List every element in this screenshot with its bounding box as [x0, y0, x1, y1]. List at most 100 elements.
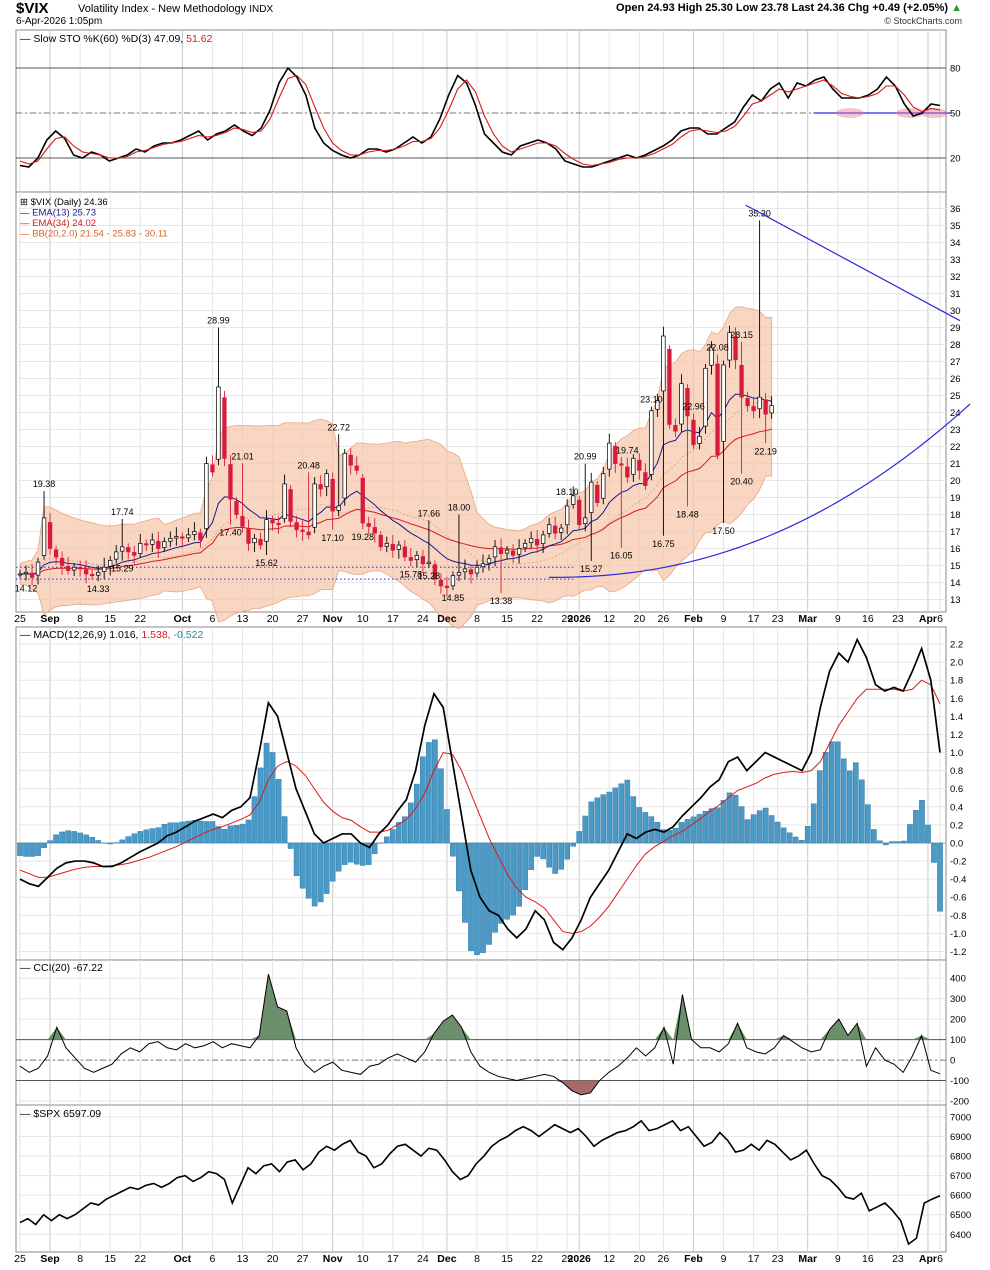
macd-histogram-bar: [780, 827, 787, 844]
macd-histogram-bar: [834, 741, 841, 844]
price-label: 22.08: [706, 343, 729, 353]
macd-signal-line: [19, 679, 941, 934]
macd-histogram-bar: [191, 820, 198, 844]
x-tick-label: 22: [134, 1253, 146, 1265]
candle-body: [601, 473, 606, 499]
quote-date: 6-Apr-2026 1:05pm: [16, 16, 103, 27]
macd-histogram-bar: [690, 816, 697, 844]
x-tick-label: 29: [561, 613, 573, 625]
x-tick-label: 26: [658, 613, 670, 625]
macd-histogram-bar: [919, 799, 925, 844]
candle-body: [420, 556, 426, 565]
candle-body: [625, 466, 630, 478]
candle-body: [565, 505, 570, 526]
candle-body: [444, 585, 450, 588]
candle-body: [77, 567, 83, 570]
y-tick-label: 1.4: [950, 712, 963, 723]
x-tick-label: 9: [721, 1253, 727, 1265]
candle-body: [114, 551, 119, 560]
macd-histogram-bar: [931, 842, 937, 863]
y-tick-label: 0: [950, 1056, 955, 1067]
macd-histogram-bar: [642, 812, 649, 844]
macd-histogram-bar: [588, 801, 595, 844]
macd-histogram-bar: [402, 816, 408, 844]
candle-body: [559, 527, 564, 533]
quote-summary: Open 24.93 High 25.30 Low 23.78 Last 24.…: [616, 2, 962, 14]
x-tick-label: 23: [772, 1253, 784, 1265]
macd-histogram-bar: [564, 842, 570, 860]
candle-body: [577, 499, 582, 526]
candle-body: [763, 399, 768, 415]
price-label: 15.78: [400, 569, 423, 579]
macd-histogram-bar: [426, 742, 432, 844]
macd-histogram-bar: [606, 791, 613, 844]
x-tick-label: Sep: [40, 1253, 59, 1265]
candle-body: [462, 568, 468, 573]
candle-body: [727, 332, 732, 361]
x-tick-label: 24: [417, 613, 429, 625]
macd-histogram-bar: [822, 752, 829, 844]
macd-histogram-bar: [877, 840, 883, 844]
macd-histogram-bar: [167, 822, 174, 844]
price-label: 28.99: [207, 316, 230, 326]
macd-histogram-bar: [65, 830, 71, 844]
macd-histogram-bar: [444, 809, 450, 844]
panel-spx: [15, 1104, 947, 1253]
x-tick-label: 8: [474, 613, 480, 625]
macd-histogram-bar: [23, 842, 29, 857]
x-tick-label: Nov: [323, 1253, 343, 1265]
x-tick-label: Dec: [437, 613, 456, 625]
y-tick-label: 0.0: [950, 838, 963, 849]
macd-histogram-bar: [414, 783, 420, 844]
candle-body: [709, 347, 714, 366]
macd-histogram-bar: [522, 842, 528, 890]
macd-histogram-bar: [371, 842, 378, 855]
macd-histogram-bar: [365, 842, 372, 865]
macd-histogram-bar: [762, 807, 769, 844]
candle-body: [360, 477, 365, 524]
macd-histogram-bar: [853, 762, 859, 844]
y-tick-label: -200: [950, 1097, 969, 1108]
y-tick-label: 32: [950, 272, 961, 283]
candle-body: [583, 517, 588, 525]
candle-body: [378, 534, 383, 548]
x-tick-label: 20: [267, 1253, 279, 1265]
macd-histogram-bar: [47, 840, 53, 844]
y-tick-label: 18: [950, 510, 961, 521]
macd-histogram-bar: [684, 819, 691, 844]
candle-body: [402, 546, 407, 558]
candle-body: [757, 396, 762, 410]
y-tick-label: 25: [950, 391, 961, 402]
macd-histogram-bar: [438, 768, 444, 844]
candle-body: [685, 388, 690, 417]
y-tick-label: 29: [950, 323, 961, 334]
macd-histogram-bar: [570, 842, 577, 847]
candle-body: [534, 538, 540, 546]
candle-body: [41, 517, 47, 556]
y-tick-label: 6900: [950, 1132, 971, 1143]
security-name: Volatility Index - New Methodology INDX: [78, 3, 274, 15]
macd-histogram-bar: [245, 819, 252, 844]
price-label: 23.10: [640, 395, 663, 405]
candle-body: [751, 406, 756, 412]
sto-highlight-ellipse: [835, 108, 864, 118]
candle-body: [252, 537, 257, 543]
y-tick-label: -100: [950, 1076, 969, 1087]
spx-legend: — $SPX 6597.09: [20, 1108, 101, 1120]
candle-body: [192, 531, 197, 535]
macd-histogram-bar: [925, 824, 931, 844]
price-label: 15.62: [255, 558, 278, 568]
candle-body: [96, 571, 101, 576]
candle-body: [264, 519, 269, 542]
candle-body: [553, 525, 558, 534]
candle-body: [510, 550, 516, 556]
macd-histogram-bar: [774, 821, 781, 844]
x-tick-label: 27: [297, 1253, 309, 1265]
macd-histogram-bar: [329, 842, 336, 882]
y-tick-label: 15: [950, 561, 961, 572]
price-label: 20.40: [730, 477, 753, 487]
x-tick-label: Oct: [174, 613, 192, 625]
price-label: 19.74: [616, 446, 639, 456]
y-tick-label: 300: [950, 994, 966, 1005]
candle-body: [336, 505, 341, 511]
